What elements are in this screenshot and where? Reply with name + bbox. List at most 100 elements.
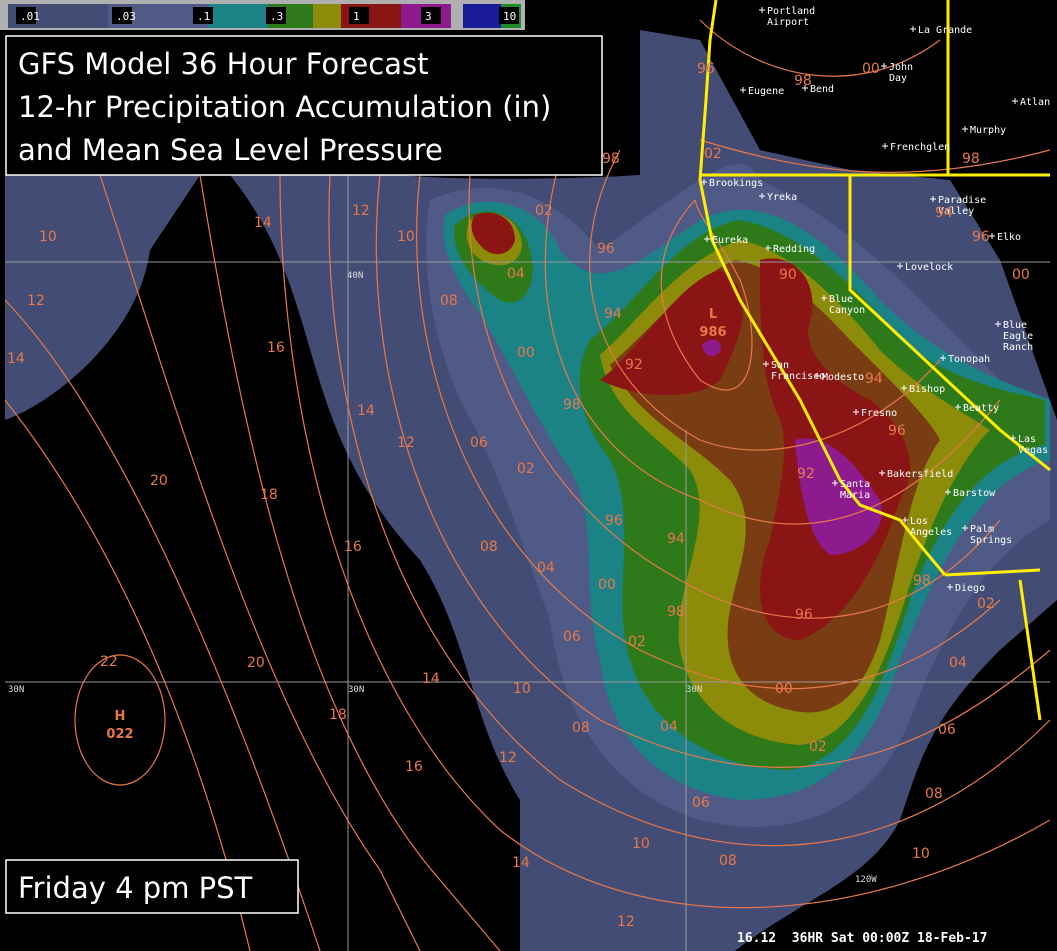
city-label: Barstow: [953, 488, 996, 499]
isobar-label: 12: [617, 914, 635, 930]
isobar-label: 04: [537, 560, 555, 576]
isobar-label: 10: [513, 681, 531, 697]
city-label: Angeles: [910, 527, 952, 538]
legend-label-bg: [16, 7, 36, 24]
footer: 16.12 36HR Sat 00:00Z 18-Feb-17: [737, 931, 987, 946]
legend-label-bg: [266, 7, 286, 24]
isobar-label: 96: [597, 241, 615, 257]
city-label: Eureka: [712, 235, 748, 246]
legend-label-bg: [421, 7, 441, 24]
isobar-label: 22: [100, 654, 118, 670]
lat-label: 30N: [8, 685, 24, 695]
city-label: Bend: [810, 84, 834, 95]
city-label: Bakersfield: [887, 469, 953, 480]
isobar-label: 04: [949, 655, 967, 671]
legend-label: .01: [20, 10, 40, 23]
pressure-symbol: H: [115, 709, 126, 724]
isobar-label: 06: [938, 722, 956, 738]
city-label: Day: [889, 73, 907, 84]
city-label: Blue: [1003, 320, 1027, 331]
city-label: John: [889, 62, 913, 73]
title-line: GFS Model 36 Hour Forecast: [18, 47, 428, 81]
city-marker: [989, 233, 995, 239]
isobar-label: 92: [625, 357, 643, 373]
city-label: Valley: [938, 206, 974, 217]
city-label: Airport: [767, 17, 809, 28]
city-marker: [947, 584, 953, 590]
city-label: Canyon: [829, 305, 865, 316]
legend-label: .3: [270, 10, 283, 23]
city-label: Springs: [970, 535, 1012, 546]
city-label: Maria: [840, 490, 870, 501]
isobar-label: 90: [779, 267, 797, 283]
city-label: Palm: [970, 524, 994, 535]
city-label: Vegas: [1018, 445, 1048, 456]
isobar-label: 02: [977, 596, 995, 612]
city-marker: [701, 179, 707, 185]
isobar-label: 00: [517, 345, 535, 361]
city-marker: [962, 126, 968, 132]
isobars: [4, 19, 1051, 951]
city-label: Modesto: [822, 372, 864, 383]
city-label: Francisco: [771, 371, 825, 382]
isobar-label: 04: [660, 719, 678, 735]
city-marker: [902, 517, 908, 523]
isobar-label: 14: [254, 215, 272, 231]
city-label: Beatty: [963, 403, 999, 414]
isobar-label: 12: [27, 293, 45, 309]
city-label: Ranch: [1003, 342, 1033, 353]
isobar-label: 02: [535, 203, 553, 219]
city-label: Lovelock: [905, 262, 953, 273]
isobar-label: 06: [470, 435, 488, 451]
isobar-label: 00: [598, 577, 616, 593]
isobar-label: 96: [605, 513, 623, 529]
isobar-label: 20: [247, 655, 265, 671]
city-label: Santa: [840, 479, 870, 490]
city-label: Frenchglen: [890, 142, 950, 153]
isobar-label: 10: [397, 229, 415, 245]
isobar-label: 98: [563, 397, 581, 413]
isobar-label: 04: [507, 266, 525, 282]
city-label: Redding: [773, 244, 815, 255]
city-marker: [759, 7, 765, 13]
city-marker: [814, 373, 820, 379]
isobar-label: 94: [935, 205, 953, 221]
city-marker: [1010, 435, 1016, 441]
isobar-label: 96: [972, 229, 990, 245]
city-label: Yreka: [767, 192, 797, 203]
city-marker: [901, 385, 907, 391]
city-marker: [740, 87, 746, 93]
isobar-label: 94: [667, 531, 685, 547]
city-marker: [930, 196, 936, 202]
isobar-label: 18: [329, 707, 347, 723]
isobar-label: 14: [422, 671, 440, 687]
isobar-label: 12: [499, 750, 517, 766]
city-label: Atlan: [1020, 97, 1050, 108]
city-marker: [945, 489, 951, 495]
city-marker: [704, 236, 710, 242]
city-marker: [853, 409, 859, 415]
city-marker: [897, 263, 903, 269]
isobar-label: 14: [357, 403, 375, 419]
precip-10: [471, 212, 910, 641]
isobar-label: 12: [397, 435, 415, 451]
legend-swatch: [208, 4, 268, 28]
city-label: La Grande: [918, 25, 972, 36]
isobar-label: 06: [563, 629, 581, 645]
isobar-label: 10: [39, 229, 57, 245]
isobar-label: 96: [795, 607, 813, 623]
isobar-label: 06: [692, 795, 710, 811]
city-marker: [955, 404, 961, 410]
city-marker: [1012, 98, 1018, 104]
city-marker: [962, 525, 968, 531]
isobar-label: 02: [704, 146, 722, 162]
lon-label: 120W: [855, 875, 877, 885]
boundaries: [698, 0, 1051, 721]
lat-label: 40N: [347, 271, 363, 281]
title-line: and Mean Sea Level Pressure: [18, 133, 443, 167]
city-marker: [881, 63, 887, 69]
precip-30: [702, 339, 882, 555]
isobar-label: 18: [260, 487, 278, 503]
isobar-label: 12: [352, 203, 370, 219]
time-label: Friday 4 pm PST: [18, 871, 253, 905]
